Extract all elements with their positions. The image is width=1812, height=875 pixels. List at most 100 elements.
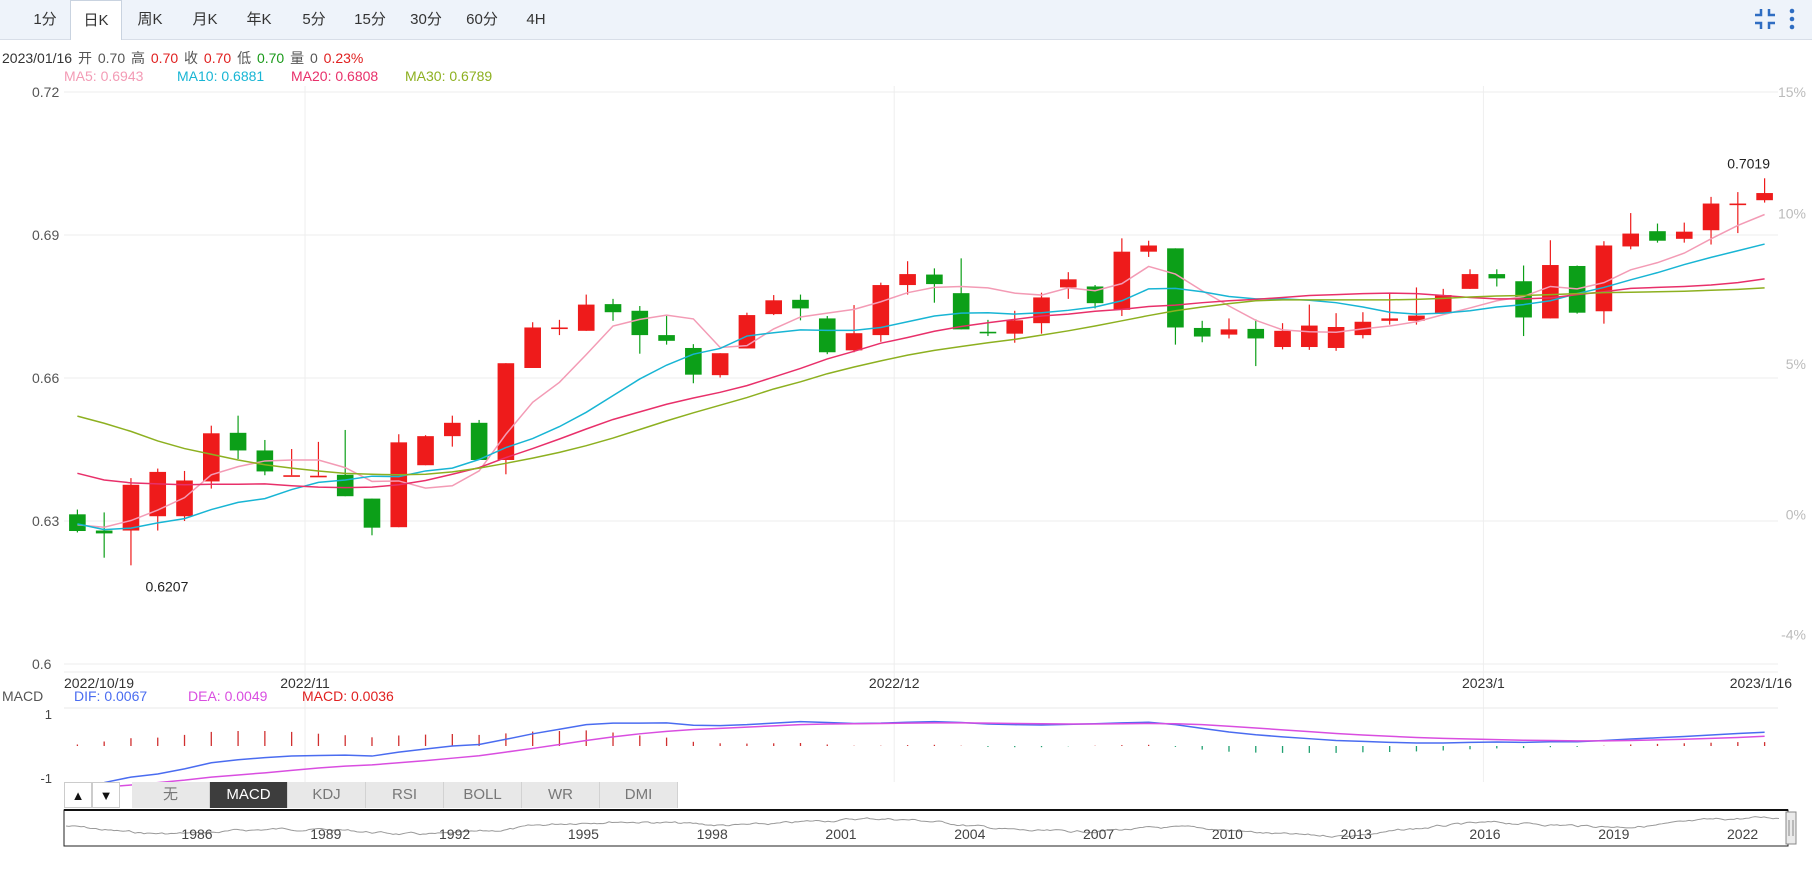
candle [952, 258, 970, 330]
ma20-line [77, 278, 1765, 489]
indicator-wr[interactable]: WR [522, 782, 600, 808]
candle-body [1381, 318, 1398, 321]
info-open-label: 开 [77, 50, 92, 66]
candle-body [470, 422, 488, 460]
navigator-handle[interactable] [1785, 811, 1797, 845]
navigator-year-label: 2007 [1083, 826, 1114, 842]
indicator-rsi[interactable]: RSI [366, 782, 444, 808]
tab-日K[interactable]: 日K [70, 0, 122, 40]
candle-body [95, 530, 113, 534]
info-high-label: 高 [131, 50, 145, 66]
candle [685, 344, 702, 384]
candle-body [363, 498, 381, 528]
candle [1756, 178, 1773, 203]
scroll-up-icon[interactable]: ▲ [64, 782, 92, 808]
candle-body [1756, 193, 1773, 201]
candle-body [551, 327, 568, 330]
candle-body [604, 304, 622, 313]
tab-15分[interactable]: 15分 [354, 11, 386, 28]
info-date: 2023/01/16 [2, 50, 73, 66]
navigator-year-label: 2001 [825, 826, 856, 842]
info-open: 0.70 [97, 50, 126, 66]
info-low: 0.70 [256, 50, 285, 66]
tab-5分[interactable]: 5分 [302, 11, 326, 28]
candle-body [310, 475, 327, 478]
tab-月K[interactable]: 月K [192, 11, 218, 28]
navigator: 1986 1989 1992 1995 1998 2001 2004 2007 2010 2013… [63, 809, 1797, 847]
navigator-year-label: 1998 [697, 826, 728, 842]
macd-dea-line [77, 722, 1765, 790]
candle-body [1729, 203, 1747, 206]
candle [470, 419, 488, 460]
candle-body [444, 422, 461, 437]
indicator-无[interactable]: 无 [132, 782, 210, 808]
candle [1702, 196, 1720, 245]
candle-body [765, 300, 783, 315]
percent-tick-label: 0% [1786, 506, 1806, 522]
candle-body [1220, 329, 1238, 335]
ma30-line [77, 287, 1765, 476]
candle-body [1301, 325, 1318, 348]
candle [95, 512, 113, 558]
ma-lines [77, 213, 1765, 531]
macd-dea-label: DEA: 0.0049 [188, 688, 268, 704]
candle-body [1247, 328, 1265, 339]
navigator-year-label: 1995 [568, 826, 599, 842]
candle [1434, 288, 1452, 314]
candle [1649, 223, 1666, 243]
candle [1247, 319, 1265, 367]
candle [1006, 310, 1024, 343]
ma20-legend: MA20: 0.6808 [291, 68, 379, 84]
macd-tick-label: 1 [45, 707, 52, 722]
candle [1167, 248, 1184, 345]
candle-body [658, 335, 675, 341]
collapse-icon[interactable] [1752, 6, 1778, 32]
candle [1381, 292, 1398, 325]
x-tick-label: 2023/1/16 [1730, 675, 1792, 691]
tab-60分[interactable]: 60分 [466, 11, 498, 28]
indicator-boll[interactable]: BOLL [444, 782, 522, 808]
candle-body [1006, 320, 1024, 334]
scroll-down-icon[interactable]: ▼ [92, 782, 120, 808]
candle-body [1434, 295, 1452, 314]
macd-value-label: MACD: 0.0036 [302, 688, 394, 704]
ma10-legend: MA10: 0.6881 [177, 68, 265, 84]
candle-body [1408, 315, 1425, 321]
more-vertical-icon[interactable] [1784, 6, 1800, 32]
candle-body [1113, 251, 1131, 310]
navigator-year-label: 1989 [310, 826, 341, 842]
indicator-dmi[interactable]: DMI [600, 782, 678, 808]
candle [283, 449, 300, 477]
candle-body [1140, 245, 1157, 252]
x-tick-label: 2022/12 [869, 675, 920, 691]
navigator-year-label: 2010 [1212, 826, 1243, 842]
candle-body [1622, 233, 1640, 247]
candle [899, 261, 916, 295]
candle-body [1059, 279, 1077, 288]
info-close-label: 收 [184, 50, 199, 66]
candle [1274, 323, 1291, 350]
tab-4H[interactable]: 4H [526, 11, 546, 28]
candle-body [417, 436, 434, 466]
tab-1分[interactable]: 1分 [33, 11, 57, 28]
tab-30分[interactable]: 30分 [410, 11, 442, 28]
candle [202, 425, 220, 489]
tab-周K[interactable]: 周K [137, 11, 163, 28]
candle-body [711, 353, 729, 376]
navigator-year-label: 1992 [439, 826, 470, 842]
y-tick-label: 0.6 [32, 656, 52, 672]
macd-dif-label: DIF: 0.0067 [74, 688, 147, 704]
candle-body [845, 333, 863, 351]
macd-dif-line [77, 720, 1765, 788]
ma5-legend: MA5: 0.6943 [64, 68, 144, 84]
y-tick-label: 0.63 [32, 513, 59, 529]
candles [69, 178, 1773, 566]
indicator-macd[interactable]: MACD [210, 782, 288, 808]
navigator-year-label: 2019 [1598, 826, 1629, 842]
candle [1542, 240, 1559, 319]
tab-年K[interactable]: 年K [246, 11, 272, 28]
candle [765, 295, 783, 316]
period-tabs: 1分 日K 周K 月K 年K 5分 15分 30分 60分 4H [0, 0, 1812, 40]
indicator-kdj[interactable]: KDJ [288, 782, 366, 808]
